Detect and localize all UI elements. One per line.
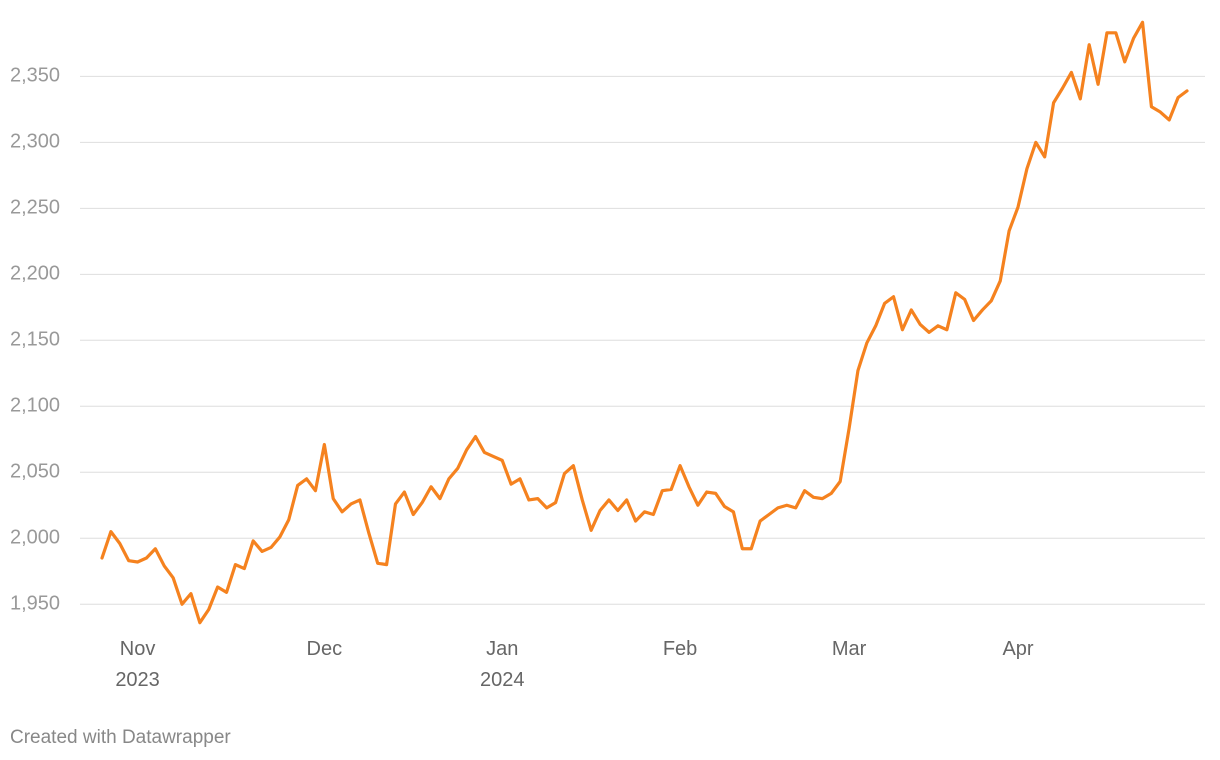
y-tick-label: 2,200 [10,263,60,285]
footer: Created with Datawrapper [10,727,231,748]
x-tick-label: Feb [663,638,697,660]
x-tick-label: Nov 2023 [115,638,160,691]
y-tick-label: 2,000 [10,527,60,549]
x-tick-label: Apr [1002,638,1033,660]
y-tick-label: 2,250 [10,197,60,219]
y-tick-label: 2,150 [10,329,60,351]
y-tick-label: 1,950 [10,592,60,614]
x-tick-label: Jan 2024 [480,638,525,691]
y-tick-label: 2,050 [10,461,60,483]
y-tick-label: 2,100 [10,395,60,417]
price-line [100,20,1189,625]
x-tick-label: Dec [307,638,343,660]
y-tick-label: 2,350 [10,65,60,87]
x-tick-label: Mar [832,638,867,660]
y-tick-label: 2,300 [10,131,60,153]
